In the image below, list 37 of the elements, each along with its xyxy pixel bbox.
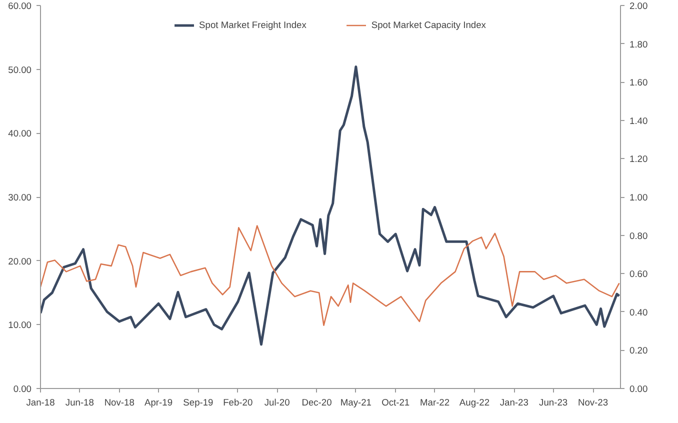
line-series bbox=[40, 66, 620, 346]
y2-tick-label: 1.60 bbox=[630, 78, 648, 88]
line-series bbox=[40, 225, 620, 326]
y2-tick-label: 0.20 bbox=[630, 346, 648, 356]
y2-tick-label: 1.40 bbox=[630, 116, 648, 126]
y-tick-label: 10.00 bbox=[8, 320, 32, 330]
y2-tick-label: 0.80 bbox=[630, 230, 648, 241]
x-tick-label: May-21 bbox=[340, 398, 372, 408]
x-tick-label: Oct-21 bbox=[382, 398, 410, 408]
y2-tick-label: 2.00 bbox=[630, 1, 648, 11]
x-tick-label: Apr-19 bbox=[144, 398, 173, 408]
legend-label: Spot Market Capacity Index bbox=[371, 20, 486, 30]
y2-tick-label: 1.20 bbox=[630, 154, 648, 164]
x-tick-label: Feb-20 bbox=[223, 398, 253, 408]
y-tick-label: 0.00 bbox=[13, 384, 32, 394]
y2-tick-label: 1.00 bbox=[630, 192, 648, 202]
y-tick-label: 20.00 bbox=[8, 256, 32, 266]
x-tick-label: Dec-20 bbox=[302, 398, 332, 408]
x-tick-label: Jun-18 bbox=[65, 398, 94, 408]
x-tick-label: Jun-23 bbox=[539, 398, 568, 408]
y-tick-label: 40.00 bbox=[8, 128, 32, 139]
y2-tick-label: 0.40 bbox=[630, 307, 648, 318]
x-tick-label: Aug-22 bbox=[459, 398, 490, 408]
x-tick-label: Jul-20 bbox=[264, 398, 290, 408]
y-tick-label: 50.00 bbox=[8, 64, 32, 75]
legend-label: Spot Market Freight Index bbox=[199, 20, 306, 30]
y2-tick-label: 0.60 bbox=[630, 269, 648, 280]
y-tick-label: 60.00 bbox=[8, 1, 32, 11]
x-tick-label: Nov-23 bbox=[578, 398, 608, 408]
x-tick-label: Sep-19 bbox=[183, 398, 214, 408]
x-tick-label: Jan-23 bbox=[500, 398, 528, 408]
y2-tick-label: 1.80 bbox=[630, 39, 648, 50]
x-tick-label: Mar-22 bbox=[420, 398, 450, 408]
x-tick-label: Jan-18 bbox=[26, 398, 55, 408]
y-tick-label: 30.00 bbox=[8, 192, 32, 202]
y2-tick-label: 0.00 bbox=[630, 384, 648, 394]
x-tick-label: Nov-18 bbox=[104, 398, 134, 408]
